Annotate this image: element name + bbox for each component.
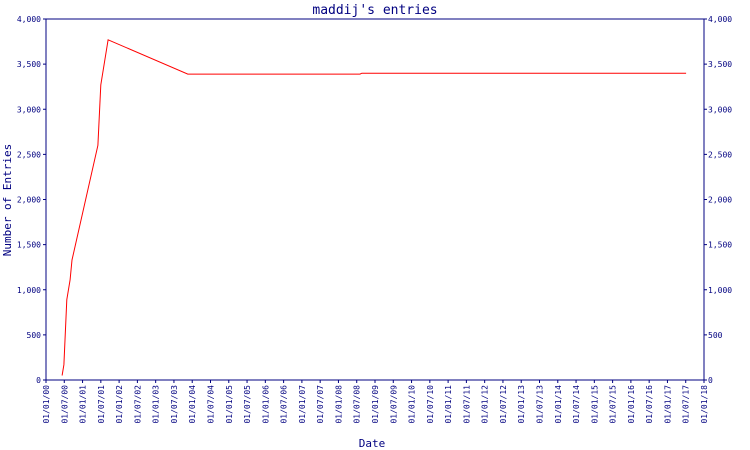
y-tick-label: 2,500 <box>17 150 41 159</box>
x-tick-label: 01/01/11 <box>444 385 453 424</box>
x-tick-label: 01/07/14 <box>572 385 581 424</box>
y-tick-label-right: 500 <box>708 331 723 340</box>
x-tick-label: 01/01/13 <box>517 385 526 424</box>
x-tick-label: 01/07/05 <box>243 385 252 424</box>
y-tick-label-right: 3,500 <box>708 60 732 69</box>
y-tick-label-right: 1,500 <box>708 241 732 250</box>
y-tick-label-right: 1,000 <box>708 286 732 295</box>
x-tick-label: 01/01/03 <box>152 385 161 424</box>
y-tick-label-right: 3,000 <box>708 105 732 114</box>
y-tick-label-right: 2,000 <box>708 196 732 205</box>
y-tick-label: 3,000 <box>17 105 41 114</box>
x-tick-label: 01/07/00 <box>60 385 69 424</box>
y-tick-label: 2,000 <box>17 196 41 205</box>
x-tick-label: 01/07/11 <box>462 385 471 424</box>
y-tick-label-right: 4,000 <box>708 15 732 24</box>
x-tick-label: 01/01/05 <box>225 385 234 424</box>
y-tick-label: 4,000 <box>17 15 41 24</box>
x-tick-label: 01/01/01 <box>79 385 88 424</box>
y-tick-label: 1,500 <box>17 241 41 250</box>
x-tick-label: 01/07/15 <box>609 385 618 424</box>
x-tick-label: 01/01/18 <box>700 385 709 424</box>
x-tick-label: 01/01/07 <box>298 385 307 424</box>
x-tick-label: 01/07/10 <box>426 385 435 424</box>
x-tick-label: 01/07/17 <box>682 385 691 424</box>
x-tick-label: 01/01/12 <box>481 385 490 424</box>
x-tick-label: 01/01/04 <box>188 385 197 424</box>
x-tick-label: 01/01/09 <box>371 385 380 424</box>
x-tick-label: 01/01/17 <box>663 385 672 424</box>
x-tick-label: 01/01/16 <box>627 385 636 424</box>
x-tick-label: 01/07/13 <box>536 385 545 424</box>
y-tick-label: 3,500 <box>17 60 41 69</box>
x-tick-label: 01/01/06 <box>261 385 270 424</box>
x-tick-label: 01/01/15 <box>590 385 599 424</box>
chart-title: maddij's entries <box>312 3 437 18</box>
x-tick-label: 01/07/03 <box>170 385 179 424</box>
x-tick-label: 01/07/01 <box>97 385 106 424</box>
x-tick-label: 01/07/12 <box>499 385 508 424</box>
y-tick-label: 500 <box>27 331 42 340</box>
x-tick-label: 01/07/16 <box>645 385 654 424</box>
x-tick-label: 01/01/14 <box>554 385 563 424</box>
x-tick-label: 01/07/02 <box>133 385 142 424</box>
y-tick-label-right: 0 <box>708 376 713 385</box>
x-tick-label: 01/07/07 <box>316 385 325 424</box>
x-tick-label: 01/01/02 <box>115 385 124 424</box>
x-tick-label: 01/07/04 <box>207 385 216 424</box>
x-axis-label: Date <box>359 437 386 450</box>
x-tick-label: 01/01/00 <box>42 385 51 424</box>
x-tick-label: 01/01/08 <box>334 385 343 424</box>
x-tick-label: 01/07/09 <box>389 385 398 424</box>
y-tick-label-right: 2,500 <box>708 150 732 159</box>
y-tick-label: 0 <box>36 376 41 385</box>
y-tick-label: 1,000 <box>17 286 41 295</box>
data-line <box>61 39 687 376</box>
y-axis-label: Number of Entries <box>1 144 14 257</box>
x-tick-label: 01/01/10 <box>408 385 417 424</box>
x-tick-label: 01/07/06 <box>280 385 289 424</box>
x-tick-label: 01/07/08 <box>353 385 362 424</box>
